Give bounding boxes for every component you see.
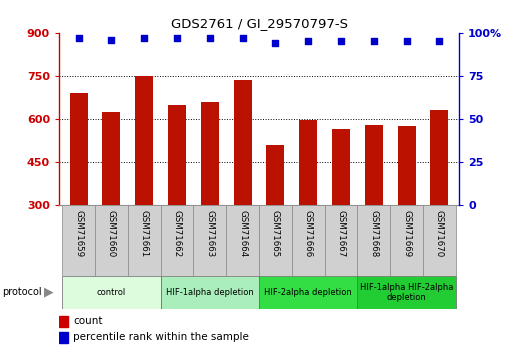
Text: GSM71666: GSM71666 [304,209,313,257]
Bar [193,205,226,276]
Bar [390,205,423,276]
Point [74,35,83,41]
Bar [135,76,153,205]
Bar [358,276,456,309]
Bar [430,110,448,205]
Bar [161,205,193,276]
Bar [266,145,285,205]
Bar [259,205,292,276]
Bar [398,126,416,205]
Bar [62,276,161,309]
Title: GDS2761 / GI_29570797-S: GDS2761 / GI_29570797-S [170,17,348,30]
Bar [168,105,186,205]
Text: GSM71659: GSM71659 [74,209,83,257]
Bar [423,205,456,276]
Text: GSM71660: GSM71660 [107,209,116,257]
Text: GSM71664: GSM71664 [238,209,247,257]
Bar [325,205,358,276]
Bar [233,80,252,205]
Text: GSM71661: GSM71661 [140,209,149,257]
Point [304,39,312,44]
Bar [201,102,219,205]
Bar [62,205,95,276]
Bar [292,205,325,276]
Point [239,35,247,41]
Text: GSM71669: GSM71669 [402,209,411,257]
Bar [365,125,383,205]
Text: HIF-2alpha depletion: HIF-2alpha depletion [264,288,352,297]
Bar [59,332,68,343]
Text: GSM71665: GSM71665 [271,209,280,257]
Text: HIF-1alpha HIF-2alpha
depletion: HIF-1alpha HIF-2alpha depletion [360,283,453,302]
Text: GSM71662: GSM71662 [172,209,182,257]
Text: ▶: ▶ [44,286,54,299]
Bar [259,276,358,309]
Bar [95,205,128,276]
Bar [59,315,68,327]
Text: percentile rank within the sample: percentile rank within the sample [73,333,249,343]
Text: control: control [97,288,126,297]
Text: GSM71667: GSM71667 [337,209,346,257]
Text: GSM71663: GSM71663 [205,209,214,257]
Bar [332,129,350,205]
Text: GSM71670: GSM71670 [435,209,444,257]
Text: count: count [73,316,103,326]
Point [107,37,115,42]
Point [403,39,411,44]
Bar [128,205,161,276]
Bar [103,112,121,205]
Point [370,39,378,44]
Point [436,39,444,44]
Text: HIF-1alpha depletion: HIF-1alpha depletion [166,288,254,297]
Text: protocol: protocol [3,287,42,297]
Point [271,40,280,46]
Point [206,35,214,41]
Text: GSM71668: GSM71668 [369,209,379,257]
Bar [161,276,259,309]
Point [140,35,148,41]
Point [337,39,345,44]
Bar [70,93,88,205]
Bar [358,205,390,276]
Point [173,35,181,41]
Bar [299,120,317,205]
Bar [226,205,259,276]
